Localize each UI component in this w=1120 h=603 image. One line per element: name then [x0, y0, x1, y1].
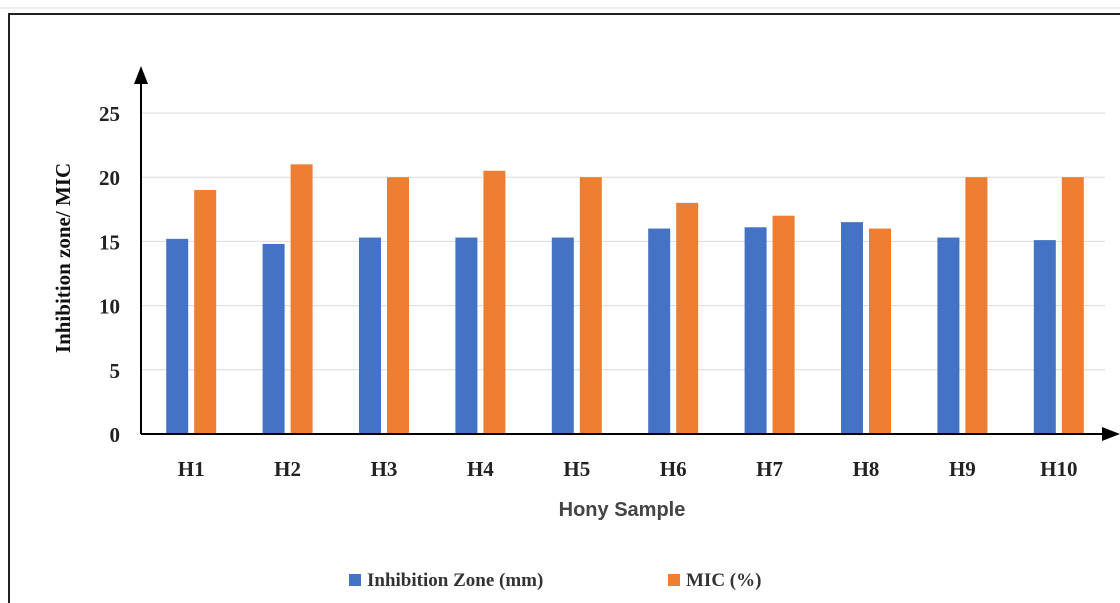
bar-mic	[965, 177, 988, 434]
legend-swatch-inhibition	[349, 574, 361, 586]
x-tick-label: H10	[1040, 457, 1077, 481]
y-tick-label: 5	[110, 359, 121, 383]
legend: Inhibition Zone (mm) MIC (%)	[349, 570, 761, 591]
bar-mic	[194, 190, 217, 434]
y-tick-label: 0	[110, 423, 121, 447]
bar-inhibition-zone	[1033, 240, 1056, 434]
x-tick-label: H1	[178, 457, 205, 481]
x-axis-arrow	[1102, 427, 1120, 441]
x-tick-label: H6	[660, 457, 687, 481]
bars	[166, 164, 1084, 435]
x-tick-label: H5	[563, 457, 590, 481]
legend-label-mic: MIC (%)	[686, 570, 761, 591]
x-tick-label: H9	[949, 457, 976, 481]
y-tick-label: 10	[99, 295, 120, 319]
x-tick-label: H2	[274, 457, 301, 481]
x-tick-label: H4	[467, 457, 494, 481]
bar-mic	[1061, 177, 1084, 434]
bar-inhibition-zone	[841, 222, 863, 434]
x-tick-labels: H1 H2 H3 H4 H5 H6 H7 H8 H9 H10	[178, 457, 1078, 481]
bar-mic	[772, 215, 795, 434]
x-axis-label: Hony Sample	[559, 499, 686, 521]
bar-mic	[290, 164, 313, 435]
y-tick-label: 20	[99, 166, 120, 190]
y-tick-labels: 0 5 10 15 20 25	[99, 102, 120, 447]
legend-swatch-mic	[668, 574, 680, 586]
legend-label-inhibition: Inhibition Zone (mm)	[367, 570, 543, 591]
bar-inhibition-zone	[166, 238, 189, 434]
bar-inhibition-zone	[648, 228, 671, 434]
bar-mic	[387, 177, 409, 434]
bar-inhibition-zone	[262, 243, 285, 434]
bar-mic	[483, 170, 506, 434]
bar-mic	[676, 202, 699, 434]
x-tick-label: H3	[371, 457, 398, 481]
bar-inhibition-zone	[551, 237, 574, 434]
y-axis-label: Inhibition zone/ MIC	[51, 163, 75, 353]
x-tick-label: H7	[756, 457, 783, 481]
bar-mic	[579, 177, 602, 434]
y-tick-label: 25	[99, 102, 120, 126]
y-axis-arrow	[134, 66, 148, 84]
bar-inhibition-zone	[359, 237, 381, 434]
bar-mic	[869, 228, 891, 434]
x-tick-label: H8	[853, 457, 880, 481]
bar-inhibition-zone	[744, 227, 767, 434]
y-tick-label: 15	[99, 230, 120, 254]
bar-inhibition-zone	[937, 237, 960, 434]
bar-inhibition-zone	[455, 237, 478, 434]
